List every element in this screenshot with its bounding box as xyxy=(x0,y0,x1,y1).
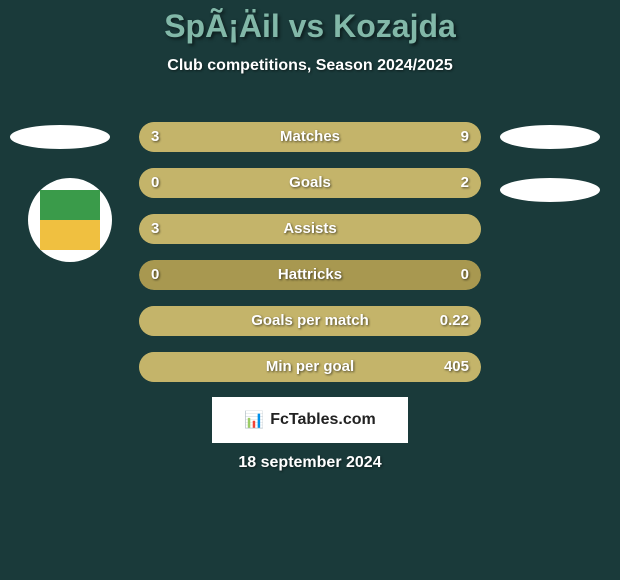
stat-label: Matches xyxy=(139,122,481,152)
player-left-avatar xyxy=(10,125,110,149)
team-logo xyxy=(28,178,112,262)
stat-value-left: 0 xyxy=(151,168,159,198)
stat-row: Assists3 xyxy=(139,214,481,244)
page-subtitle: Club competitions, Season 2024/2025 xyxy=(0,57,620,75)
stat-value-left: 3 xyxy=(151,122,159,152)
player-right-avatar-2 xyxy=(500,178,600,202)
stat-row: Goals per match0.22 xyxy=(139,306,481,336)
stat-row: Hattricks0 0 xyxy=(139,260,481,290)
footer-date: 18 september 2024 xyxy=(0,454,620,472)
stat-row: Matches3 9 xyxy=(139,122,481,152)
stat-value-left: 0 xyxy=(151,260,159,290)
stat-value-right: 2 xyxy=(461,168,469,198)
stat-value-left: 3 xyxy=(151,214,159,244)
stat-label: Goals per match xyxy=(139,306,481,336)
stat-value-right: 0 xyxy=(461,260,469,290)
stat-label: Min per goal xyxy=(139,352,481,382)
stat-label: Assists xyxy=(139,214,481,244)
footer-logo[interactable]: 📊 FcTables.com xyxy=(212,397,408,443)
footer-logo-text: FcTables.com xyxy=(270,411,376,429)
chart-icon: 📊 xyxy=(244,410,264,430)
stat-row: Min per goal405 xyxy=(139,352,481,382)
stats-bars: Matches39Goals02Assists3Hattricks00Goals… xyxy=(139,122,481,398)
stat-value-right: 0.22 xyxy=(440,306,469,336)
stat-label: Hattricks xyxy=(139,260,481,290)
stat-value-right: 9 xyxy=(461,122,469,152)
stat-row: Goals0 2 xyxy=(139,168,481,198)
team-logo-inner xyxy=(40,190,100,250)
stat-value-right: 405 xyxy=(444,352,469,382)
page-title: SpÃ¡Äil vs Kozajda xyxy=(0,8,620,45)
player-right-avatar-1 xyxy=(500,125,600,149)
header: SpÃ¡Äil vs Kozajda Club competitions, Se… xyxy=(0,0,620,75)
stat-label: Goals xyxy=(139,168,481,198)
